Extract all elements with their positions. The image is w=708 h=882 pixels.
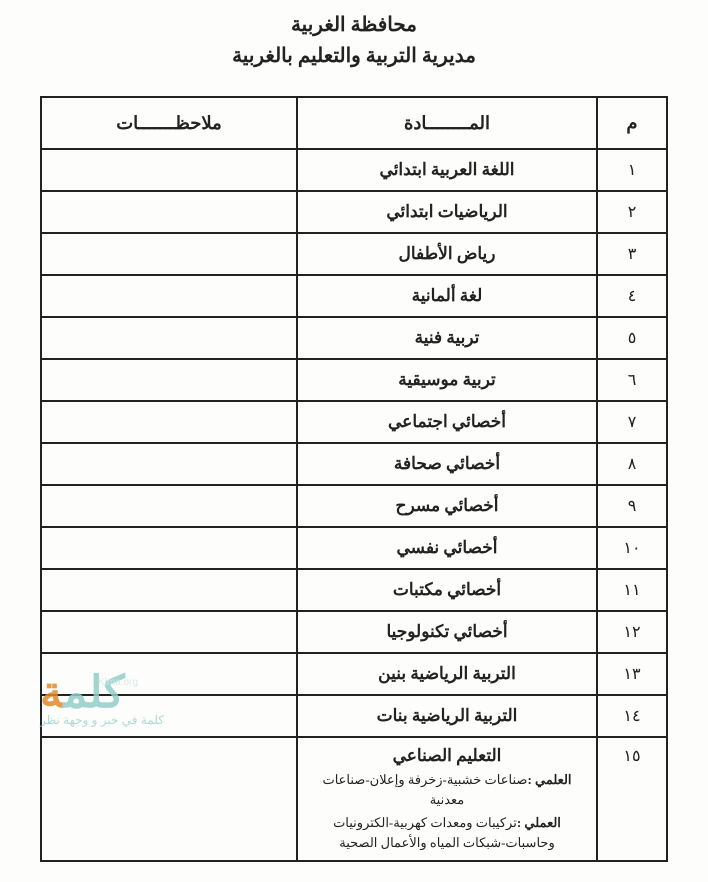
row-number: ٢ <box>597 191 667 233</box>
row15-practical: العملي :تركيبات ومعدات كهربية-الكترونيات… <box>306 813 588 852</box>
col-header-notes: ملاحظـــــــات <box>41 97 297 149</box>
row-subject: أخصائي صحافة <box>297 443 597 485</box>
table-row: ٨أخصائي صحافة <box>41 443 667 485</box>
row-notes <box>41 485 297 527</box>
table-row: ٤لغة ألمانية <box>41 275 667 317</box>
row-notes <box>41 569 297 611</box>
row-subject: أخصائي اجتماعي <box>297 401 597 443</box>
header-line-1: محافظة الغربية <box>40 12 668 37</box>
row-subject: لغة ألمانية <box>297 275 597 317</box>
table-row: ٧أخصائي اجتماعي <box>41 401 667 443</box>
row15-sci-text: صناعات خشبية-زخرفة وإعلان-صناعات معدنية <box>322 772 527 807</box>
row-notes <box>41 443 297 485</box>
table-row: ١٠أخصائي نفسي <box>41 527 667 569</box>
row-notes <box>41 275 297 317</box>
header-line-2: مديرية التربية والتعليم بالغربية <box>40 43 668 68</box>
row-number: ١١ <box>597 569 667 611</box>
table-header-row: م المــــــــادة ملاحظـــــــات <box>41 97 667 149</box>
row-subject: التعليم الصناعي العلمي :صناعات خشبية-زخرف… <box>297 737 597 861</box>
document-header: محافظة الغربية مديرية التربية والتعليم ب… <box>40 12 668 68</box>
row-number: ١٤ <box>597 695 667 737</box>
row-number: ٦ <box>597 359 667 401</box>
table-row: ١١أخصائي مكتبات <box>41 569 667 611</box>
row-notes <box>41 653 297 695</box>
table-row: ٩أخصائي مسرح <box>41 485 667 527</box>
row-notes <box>41 527 297 569</box>
row-subject: تربية موسيقية <box>297 359 597 401</box>
row-notes <box>41 359 297 401</box>
row-subject: أخصائي مسرح <box>297 485 597 527</box>
col-header-subject: المــــــــادة <box>297 97 597 149</box>
row15-prac-label: العملي : <box>517 815 561 830</box>
row-number: ١٠ <box>597 527 667 569</box>
table-row: ١اللغة العربية ابتدائي <box>41 149 667 191</box>
row-notes <box>41 317 297 359</box>
row-number: ١٥ <box>597 737 667 861</box>
row-notes <box>41 737 297 861</box>
row-number: ٤ <box>597 275 667 317</box>
subjects-table: م المــــــــادة ملاحظـــــــات ١اللغة ا… <box>40 96 668 862</box>
table-row: ١٤التربية الرياضية بنات <box>41 695 667 737</box>
row-number: ١ <box>597 149 667 191</box>
table-row: ٢الرياضيات ابتدائي <box>41 191 667 233</box>
row-notes <box>41 149 297 191</box>
row-subject: التربية الرياضية بنات <box>297 695 597 737</box>
row-subject: تربية فنية <box>297 317 597 359</box>
row-subject: أخصائي نفسي <box>297 527 597 569</box>
row-subject: رياض الأطفال <box>297 233 597 275</box>
row-number: ١٢ <box>597 611 667 653</box>
row-notes <box>41 233 297 275</box>
row-number: ٥ <box>597 317 667 359</box>
row15-title: التعليم الصناعي <box>393 746 502 765</box>
table-row: ١٣التربية الرياضية بنين <box>41 653 667 695</box>
table-row: ١٢أخصائي تكنولوجيا <box>41 611 667 653</box>
table-row: ١٥ التعليم الصناعي العلمي :صناعات خشبية-زخ… <box>41 737 667 861</box>
row-number: ١٣ <box>597 653 667 695</box>
col-header-num: م <box>597 97 667 149</box>
row-notes <box>41 401 297 443</box>
row-subject: أخصائي مكتبات <box>297 569 597 611</box>
row-number: ٧ <box>597 401 667 443</box>
row-notes <box>41 191 297 233</box>
row15-sci-label: العلمي : <box>527 772 571 787</box>
row-subject: الرياضيات ابتدائي <box>297 191 597 233</box>
row-number: ٣ <box>597 233 667 275</box>
row-number: ٩ <box>597 485 667 527</box>
table-row: ٥تربية فنية <box>41 317 667 359</box>
row-subject: التربية الرياضية بنين <box>297 653 597 695</box>
row-subject: اللغة العربية ابتدائي <box>297 149 597 191</box>
row-notes <box>41 695 297 737</box>
table-row: ٦تربية موسيقية <box>41 359 667 401</box>
row15-scientific: العلمي :صناعات خشبية-زخرفة وإعلان-صناعات… <box>306 770 588 809</box>
row-subject: أخصائي تكنولوجيا <box>297 611 597 653</box>
row-notes <box>41 611 297 653</box>
row-number: ٨ <box>597 443 667 485</box>
table-row: ٣رياض الأطفال <box>41 233 667 275</box>
